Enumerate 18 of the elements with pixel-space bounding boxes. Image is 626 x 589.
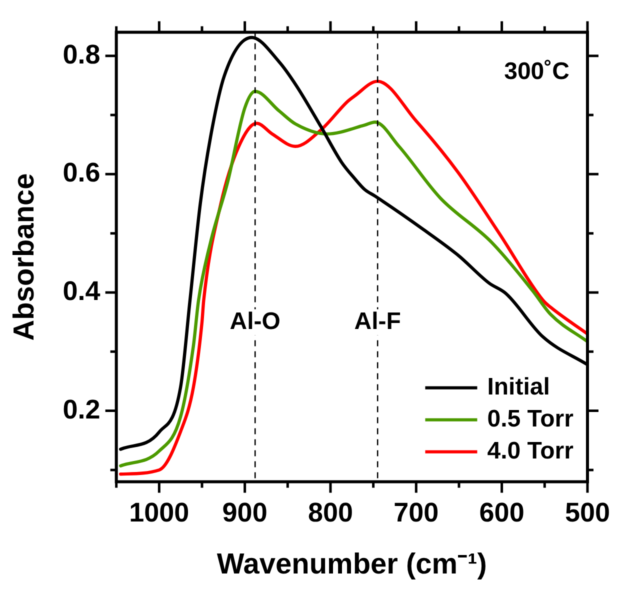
y-tick-label: 0.6 [62, 158, 100, 188]
legend-label: 0.5 Torr [487, 405, 574, 432]
ref-line-label: Al-O [230, 308, 280, 335]
annotation: 300˚C [504, 58, 570, 85]
ref-line-label: Al-F [354, 308, 401, 335]
x-tick-label: 800 [308, 497, 354, 528]
y-tick-label: 0.4 [62, 276, 100, 306]
x-tick-label: 1000 [129, 497, 190, 528]
x-axis-title: Wavenumber (cm⁻¹) [216, 548, 487, 581]
legend-label: Initial [487, 373, 550, 400]
x-tick-label: 900 [222, 497, 268, 528]
x-tick-label: 600 [479, 497, 524, 528]
y-axis-title: Absorbance [8, 173, 40, 341]
y-tick-label: 0.8 [62, 39, 100, 70]
x-tick-label: 700 [394, 497, 439, 528]
y-tick-label: 0.2 [62, 394, 100, 424]
legend-label: 4.0 Torr [487, 437, 574, 464]
x-tick-label: 500 [564, 497, 610, 528]
